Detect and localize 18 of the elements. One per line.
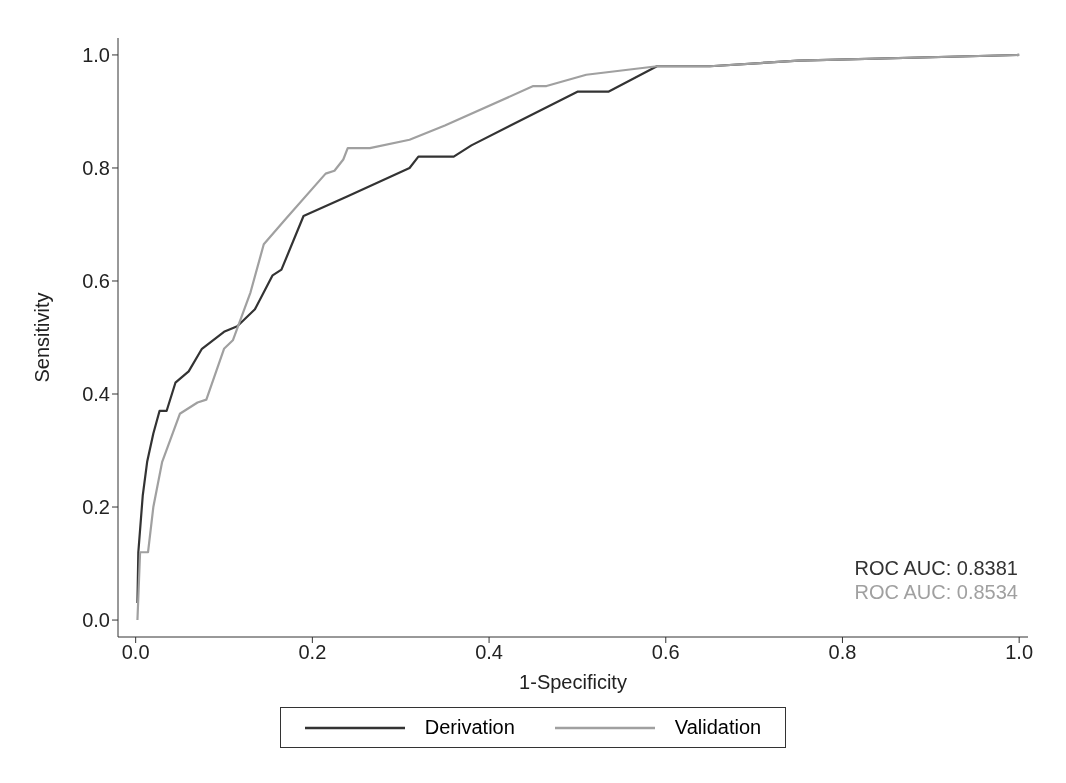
annotation: ROC AUC: 0.8381 [854,556,1018,580]
y-tick-label: 0.6 [82,270,110,293]
y-axis-title: Sensitivity [31,292,54,383]
y-tick-label: 0.0 [82,609,110,632]
legend-label: Validation [674,716,762,739]
x-tick-label: 0.4 [475,641,503,664]
y-tick-label: 0.2 [82,496,110,519]
annotation: ROC AUC: 0.8534 [854,580,1018,604]
x-tick-label: 0.8 [828,641,857,664]
x-tick-label: 0.2 [298,641,327,664]
y-tick-label: 0.4 [82,383,110,406]
legend-label: Derivation [424,716,515,739]
x-tick-label: 0.6 [651,641,680,664]
y-tick-label: 0.8 [82,157,110,180]
x-axis-title: 1-Specificity [519,671,627,693]
x-tick-label: 1.0 [1005,641,1034,664]
y-tick-label: 1.0 [82,44,110,67]
x-tick-label: 0.0 [121,641,150,664]
